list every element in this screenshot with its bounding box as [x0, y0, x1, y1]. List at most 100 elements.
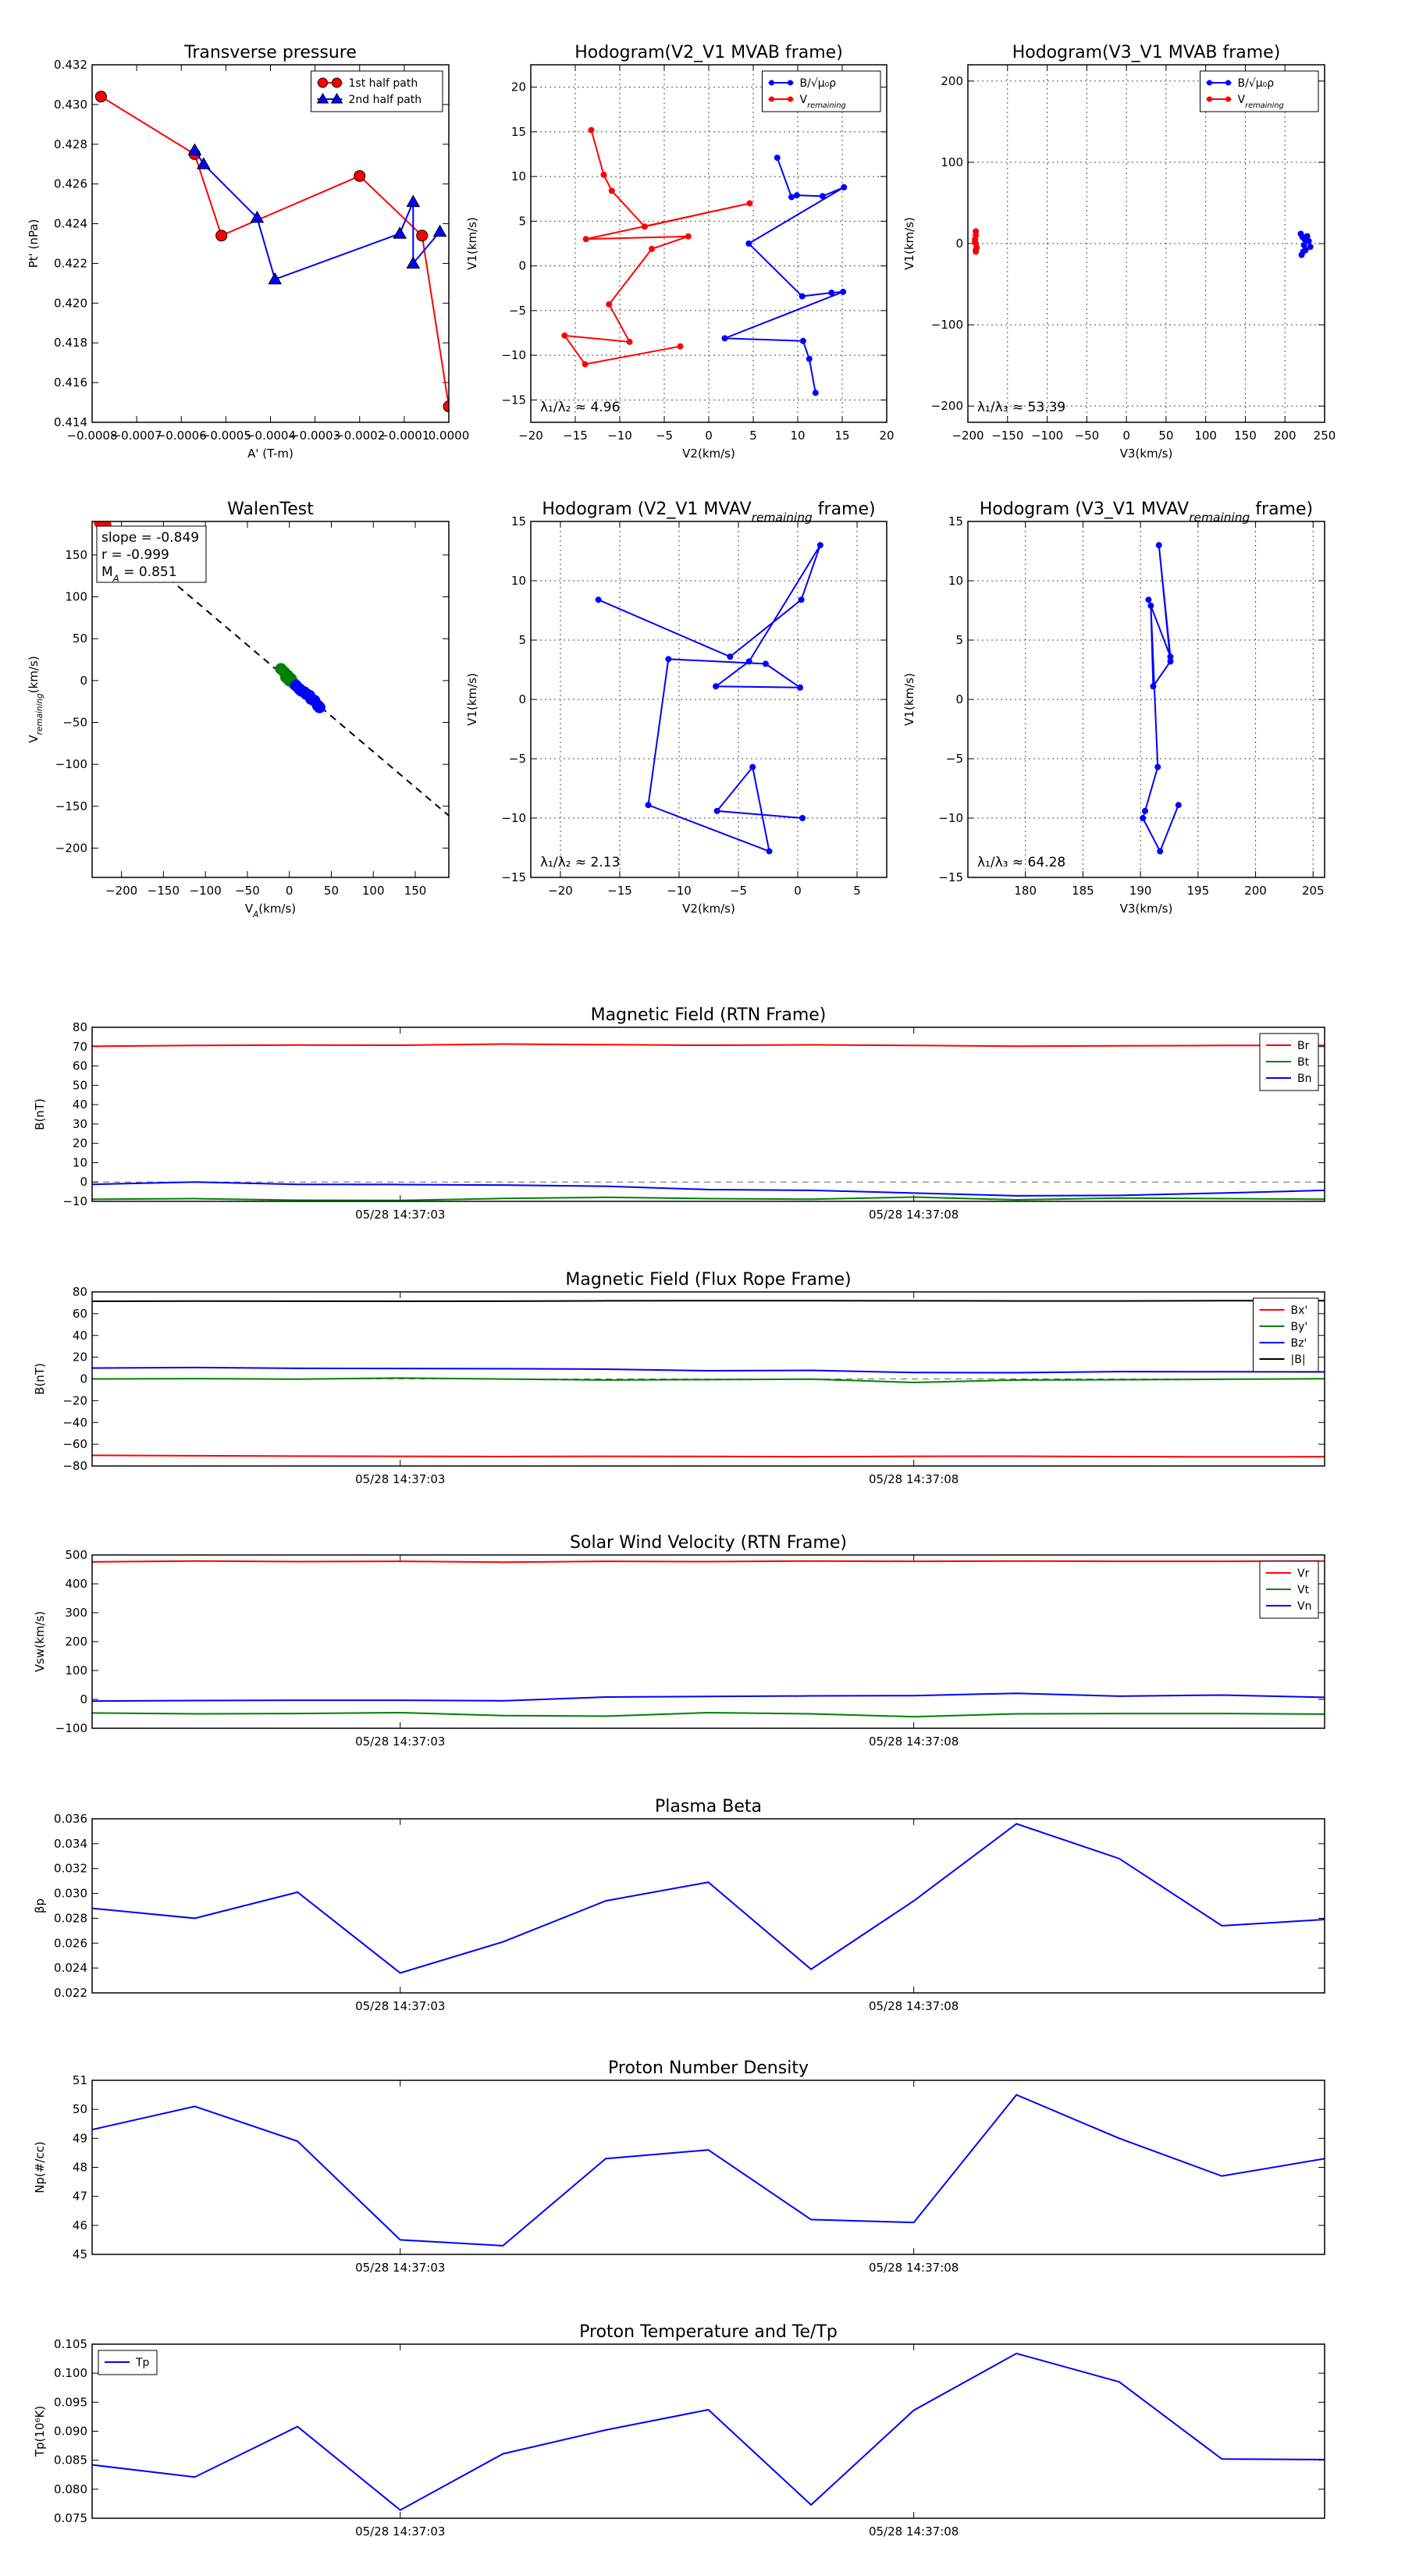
- x-tick-label: 185: [1072, 884, 1094, 898]
- series-b--point: [841, 183, 848, 190]
- plot-content: [94, 521, 449, 817]
- stats-box: [96, 525, 207, 583]
- chart-hodo-v2v1-mvab: −20 −15 −10 −5 0 5 10 15 20 −15 −10 −5 0 5 10 15 20 Hodog…: [465, 43, 895, 461]
- plot-area: [92, 2344, 1325, 2518]
- chart-hodo-v2v1-mvav: −20 −15 −10 −5 0 5 −15 −10 −5 0 5 10 15 Hodogram (V2_…: [465, 500, 887, 916]
- y-tick-label: −20: [62, 1393, 87, 1407]
- series-v-remaining-point: [561, 332, 568, 339]
- y-axis-label: βp: [33, 1898, 47, 1913]
- x-tick-label: −0.0006: [156, 429, 207, 443]
- x-tick-label: 15: [834, 429, 849, 443]
- x-axis-label: VA(km/s): [245, 902, 296, 920]
- y-axis-label: Vremaining(km/s): [27, 656, 44, 742]
- series-v-remaining-point: [608, 187, 615, 194]
- series-b--point: [799, 337, 806, 344]
- x-tick-label: 05/28 14:37:03: [355, 1208, 445, 1222]
- series-0-line: [92, 2094, 1325, 2247]
- series-2nd-half-path-point: [196, 157, 211, 169]
- plot-content: [561, 126, 848, 397]
- y-tick-label: −200: [931, 399, 963, 413]
- legend: Tp: [98, 2350, 158, 2375]
- plot-frame: [967, 521, 1325, 878]
- series-blue-point: [293, 683, 306, 696]
- x-tick-label: 5: [853, 884, 861, 898]
- x-axis-label: V3(km/s): [1120, 447, 1173, 461]
- legend-box: [311, 70, 443, 112]
- legend-marker: [769, 96, 774, 102]
- legend: Vr Vt Vn: [1259, 1560, 1319, 1619]
- chart-title: Proton Number Density: [608, 2058, 809, 2078]
- x-tick-label: 05/28 14:37:08: [869, 1472, 959, 1486]
- x-tick-label: −200: [951, 429, 984, 443]
- series-1st-half-path-point: [416, 229, 429, 242]
- legend-label: Vt: [1297, 1584, 1310, 1596]
- series-2nd-half-path-line: [194, 149, 441, 281]
- y-tick-label: −200: [55, 841, 87, 855]
- y-tick-label: 0.028: [54, 1911, 87, 1925]
- series-0-point: [799, 815, 806, 821]
- x-tick-label: 100: [362, 884, 385, 898]
- y-tick-label: −10: [501, 811, 526, 825]
- chart-hodo-v3v1-mvab: −200 −150 −100 −50 0 50 100 150 200 250 −200 −100 0 1…: [902, 43, 1336, 461]
- y-tick-label: 15: [948, 514, 963, 528]
- y-tick-label: 0.428: [54, 137, 87, 151]
- y-tick-label: 0: [80, 1692, 87, 1706]
- series-v-remaining-point: [685, 233, 692, 240]
- chart-title: Solar Wind Velocity (RTN Frame): [570, 1533, 847, 1553]
- series-b--point: [721, 335, 728, 342]
- y-tick-label: 0.416: [54, 375, 87, 390]
- y-tick-label: −80: [62, 1459, 87, 1473]
- plot-area: [92, 1819, 1325, 1993]
- legend-label: Tp: [135, 2357, 150, 2369]
- y-axis-label: V1(km/s): [465, 673, 479, 726]
- y-tick-label: 15: [511, 514, 526, 528]
- plot-frame: [91, 521, 450, 878]
- x-tick-label: −15: [607, 884, 632, 898]
- ratio-annotation: λ₁/λ₃ ≈ 64.28: [977, 855, 1065, 870]
- y-tick-label: 500: [65, 1548, 87, 1562]
- y-tick-label: 0.022: [54, 1986, 87, 2000]
- y-tick-label: 0.426: [54, 177, 87, 191]
- series-vn-line: [92, 1692, 1325, 1703]
- y-tick-label: 0.080: [54, 2482, 87, 2496]
- x-tick-label: −0.0001: [379, 429, 429, 443]
- plot-content: [92, 2094, 1325, 2247]
- y-tick-label: 0: [80, 1372, 87, 1386]
- plot-content: [92, 1823, 1325, 1974]
- series-0-point: [1140, 815, 1147, 821]
- y-tick-label: 0.075: [54, 2511, 87, 2525]
- y-tick-label: 30: [73, 1117, 87, 1131]
- series-v-remaining-point: [649, 245, 656, 252]
- series-2nd-half-path-point: [187, 143, 202, 155]
- y-tick-label: 0: [518, 259, 526, 273]
- plot-frame: [91, 1818, 1325, 1994]
- series-2nd-half-path-point: [432, 224, 447, 237]
- chart-title: Magnetic Field (RTN Frame): [591, 1005, 827, 1025]
- y-tick-label: 0.085: [54, 2453, 87, 2467]
- x-tick-label: −0.0008: [66, 429, 117, 443]
- series-0-point: [713, 683, 720, 690]
- y-axis-label: Np(#/cc): [33, 2141, 47, 2194]
- plot-area: [92, 1555, 1325, 1728]
- series-b--point: [799, 293, 806, 300]
- series-b--point: [1305, 237, 1312, 244]
- y-tick-label: −5: [509, 752, 526, 766]
- chart-beta: 05/28 14:37:03 05/28 14:37:08 0.022 0.024 0.…: [33, 1797, 1325, 2013]
- y-tick-label: 0.090: [54, 2425, 87, 2439]
- x-tick-label: −0.0005: [201, 429, 251, 443]
- x-tick-label: −100: [190, 884, 222, 898]
- y-tick-label: −10: [501, 348, 526, 362]
- y-tick-label: 20: [511, 80, 526, 94]
- y-tick-label: 15: [511, 125, 526, 139]
- x-tick-label: 05/28 14:37:03: [355, 1472, 445, 1486]
- plot-frame: [91, 1026, 1325, 1202]
- series-1st-half-path-line: [100, 95, 449, 407]
- series--b--line: [92, 1300, 1325, 1302]
- y-tick-label: 0.414: [54, 415, 87, 429]
- plot-frame: [91, 1291, 1325, 1467]
- x-tick-label: −0.0003: [290, 429, 340, 443]
- y-tick-label: 0: [955, 237, 963, 251]
- legend-label: Vremaining: [1238, 94, 1284, 110]
- y-tick-label: −15: [501, 393, 526, 407]
